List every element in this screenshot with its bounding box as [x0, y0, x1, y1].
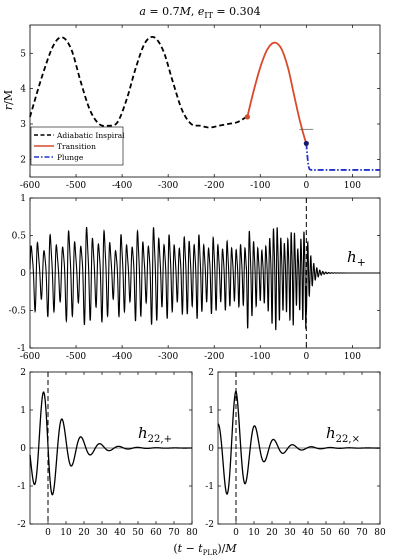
- x-tick-label: 40: [302, 528, 314, 538]
- y-axis-label-r: r/M: [2, 90, 15, 110]
- h22-plus-panel: 0 10 20 30 40 50 60 70 80 -2 -1 0 1 2 h22,+: [17, 368, 198, 538]
- y-tick-label: 2: [20, 155, 26, 165]
- y-tick-label: -1: [205, 482, 214, 492]
- y-tick-label: 1: [20, 194, 26, 204]
- x-tick-label: 0: [303, 181, 309, 191]
- x-tick-label: 60: [338, 528, 350, 538]
- x-tick-label: -500: [66, 181, 86, 191]
- marker-point: [244, 114, 250, 120]
- y-tick-label: 1: [208, 406, 214, 416]
- h22-cross-panel-ticks: 0 10 20 30 40 50 60 70 80 -2 -1 0 1 2: [205, 368, 386, 538]
- y-tick-label: 0.5: [12, 232, 27, 242]
- h22-plus-panel-data: [29, 372, 192, 524]
- y-tick-label: 1: [20, 406, 26, 416]
- x-tick-label: -300: [158, 352, 178, 362]
- h22-plus-label: h22,+: [138, 424, 172, 445]
- series-line-plunge: [305, 143, 380, 171]
- x-tick-label: 20: [78, 528, 90, 538]
- x-tick-label: -600: [20, 181, 40, 191]
- y-tick-label: 0: [208, 444, 214, 454]
- ringdown-waveform: [217, 389, 380, 495]
- x-tick-label: 30: [284, 528, 296, 538]
- x-tick-label: -400: [112, 352, 132, 362]
- chart-title: a = 0.7M, eIT = 0.304: [139, 5, 260, 20]
- x-tick-label: 70: [168, 528, 180, 538]
- x-tick-label: 50: [132, 528, 144, 538]
- y-tick-label: -2: [205, 520, 214, 530]
- y-tick-label: -1: [17, 482, 26, 492]
- y-tick-label: -2: [17, 520, 26, 530]
- legend-label-adiabatic: Adiabatic Inspiral: [56, 131, 125, 140]
- x-tick-label: -300: [158, 181, 178, 191]
- legend-label-plunge: Plunge: [57, 153, 84, 162]
- x-tick-label: -400: [112, 181, 132, 191]
- h22-plus-panel-ticks: 0 10 20 30 40 50 60 70 80 -2 -1 0 1 2: [17, 368, 198, 538]
- y-tick-label: 0: [20, 444, 26, 454]
- y-tick-label: 2: [20, 368, 26, 378]
- legend-label-transition: Transition: [57, 142, 96, 151]
- waveform-panel: -600 -500 -400 -300 -200 -100 0 100-1-0.500.51 …: [9, 194, 381, 362]
- y-tick-label: 5: [20, 49, 26, 59]
- x-tick-label: 70: [356, 528, 368, 538]
- waveform-panel-ticks: -600 -500 -400 -300 -200 -100 0 100 -1 -0.5 0 0.5 1: [9, 194, 380, 362]
- x-tick-label: 0: [303, 352, 309, 362]
- h22-cross-label: h22,×: [326, 424, 360, 445]
- x-tick-label: 100: [344, 181, 361, 191]
- x-tick-label: 20: [266, 528, 278, 538]
- x-tick-label: -500: [66, 352, 86, 362]
- x-tick-label: 30: [96, 528, 108, 538]
- x-tick-label: 10: [60, 528, 72, 538]
- orbit-panel-data: [29, 35, 380, 171]
- ringdown-waveform: [29, 391, 192, 496]
- x-tick-label: 60: [150, 528, 162, 538]
- x-tick-label: 80: [186, 528, 198, 538]
- orbit-panel: -600 -500 -400 -300 -200 -100 0 100 2 3 4 5 r/M Adi…: [2, 24, 381, 191]
- legend: Adiabatic Inspiral Transition Plunge: [30, 126, 125, 166]
- x-tick-label: 0: [45, 528, 51, 538]
- y-tick-label: -0.5: [9, 307, 27, 317]
- series-line-adiabatic-inspiral: [29, 35, 247, 129]
- x-tick-label: 50: [320, 528, 332, 538]
- orbit-panel-ticks: -600 -500 -400 -300 -200 -100 0 100 2 3 4 5: [20, 25, 380, 191]
- y-tick-label: -1: [17, 344, 26, 354]
- x-tick-label: -100: [250, 352, 270, 362]
- x-tick-label: 100: [344, 352, 361, 362]
- y-tick-label: 2: [208, 368, 214, 378]
- hplus-label: h+: [347, 248, 366, 269]
- x-tick-label: 0: [233, 528, 239, 538]
- x-axis-label: (t − tPLR)/M: [173, 542, 237, 557]
- waveform-panel-data: [29, 198, 380, 348]
- y-tick-label: 3: [20, 120, 26, 130]
- x-tick-label: 80: [374, 528, 386, 538]
- orbit-panel-frame: [29, 24, 381, 178]
- hplus-waveform: [29, 226, 380, 331]
- h22-cross-panel-data: [217, 372, 380, 524]
- h22-cross-panel: 0 10 20 30 40 50 60 70 80 -2 -1 0 1 2 h22,×: [205, 368, 386, 538]
- series-line-transition: [246, 41, 308, 144]
- y-tick-label: 4: [20, 85, 26, 95]
- x-tick-label: -100: [250, 181, 270, 191]
- x-tick-label: -200: [204, 352, 224, 362]
- x-tick-label: 40: [114, 528, 126, 538]
- x-tick-label: -600: [20, 352, 40, 362]
- x-tick-label: -200: [204, 181, 224, 191]
- marker-point: [303, 140, 309, 147]
- x-tick-label: 10: [248, 528, 260, 538]
- y-tick-label: 0: [20, 269, 26, 279]
